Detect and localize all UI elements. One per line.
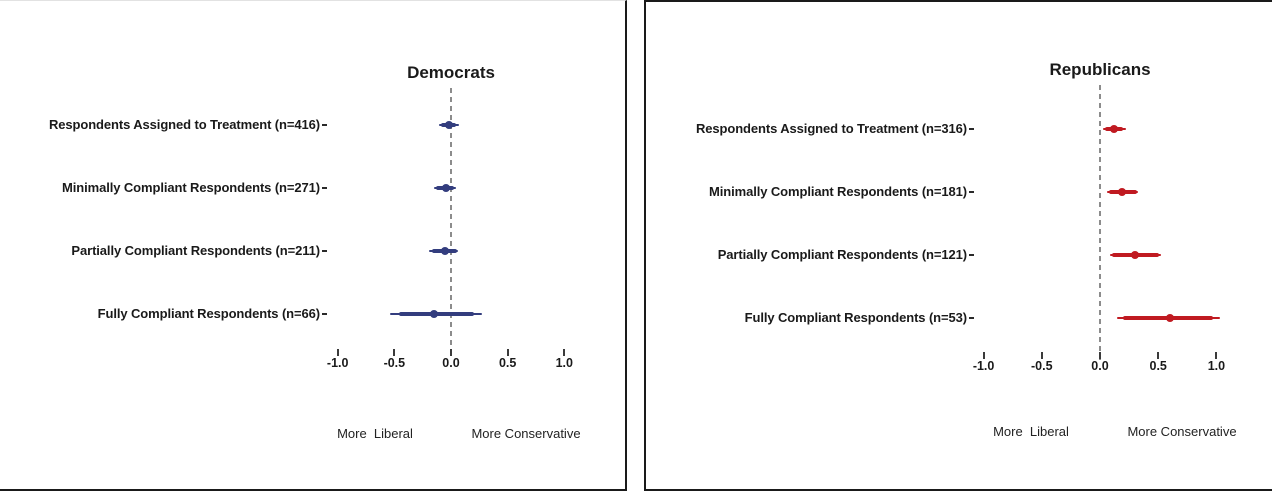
x-axis-tick xyxy=(336,349,339,356)
estimate-point xyxy=(1165,314,1174,322)
row-label: Minimally Compliant Respondents (n=181) xyxy=(709,184,967,199)
x-axis-tick xyxy=(450,349,452,356)
y-axis-tick xyxy=(322,124,327,126)
estimate-point xyxy=(442,184,451,192)
axis-annotation-liberal: More Liberal xyxy=(993,424,1069,439)
x-axis-tick xyxy=(982,352,985,359)
x-axis-tick xyxy=(1040,352,1043,359)
x-axis-tick xyxy=(1099,352,1101,359)
estimate-point xyxy=(1109,125,1118,133)
x-axis-tick-label: -0.5 xyxy=(383,356,406,370)
row-label: Respondents Assigned to Treatment (n=416… xyxy=(48,117,320,132)
x-axis-tick-label: 1.0 xyxy=(1207,359,1226,373)
x-axis-tick-label: 1.0 xyxy=(555,356,573,370)
row-label: Partially Compliant Respondents (n=121) xyxy=(717,247,967,262)
x-axis-tick-label: 0.0 xyxy=(1091,359,1109,373)
x-axis-tick-label: 0.5 xyxy=(1149,359,1167,373)
panel-democrats: Democrats -1.0 -0.5 0.0 0.5 1.0 Respondents A… xyxy=(0,0,627,491)
x-axis-tick xyxy=(563,349,566,356)
estimate-point xyxy=(430,310,438,318)
y-axis-tick xyxy=(969,128,974,130)
estimate-point xyxy=(1130,251,1139,259)
axis-annotation-conservative: More Conservative xyxy=(1127,424,1237,439)
row-label: Fully Compliant Respondents (n=66) xyxy=(97,306,320,321)
x-axis-tick xyxy=(393,349,396,356)
estimate-point xyxy=(1118,188,1127,196)
y-axis-tick xyxy=(969,254,974,256)
x-axis-tick-label: -0.5 xyxy=(1031,359,1053,373)
x-axis-tick-label: -1.0 xyxy=(326,356,349,370)
panel-republicans: Republicans -1.0 -0.5 0.0 0.5 1.0 Respondents… xyxy=(644,0,1272,491)
x-axis-tick xyxy=(506,349,509,356)
estimate-point xyxy=(444,121,453,129)
zero-reference-line xyxy=(1099,85,1101,362)
x-axis-tick xyxy=(1215,352,1218,359)
x-axis-tick-label: 0.0 xyxy=(442,356,460,370)
zero-reference-line xyxy=(450,88,452,358)
row-label: Partially Compliant Respondents (n=211) xyxy=(71,243,320,258)
row-label: Fully Compliant Respondents (n=53) xyxy=(744,310,967,325)
estimate-point xyxy=(441,247,450,255)
y-axis-tick xyxy=(969,191,974,193)
axis-annotation-liberal: More Liberal xyxy=(337,426,413,441)
y-axis-tick xyxy=(322,250,327,252)
x-axis-tick xyxy=(1157,352,1160,359)
row-label: Respondents Assigned to Treatment (n=316… xyxy=(695,121,967,136)
panel-title-republicans: Republicans xyxy=(1049,60,1151,79)
x-axis-tick-label: -1.0 xyxy=(972,359,995,373)
y-axis-tick xyxy=(969,317,974,319)
y-axis-tick xyxy=(322,313,327,315)
axis-annotation-conservative: More Conservative xyxy=(471,426,581,441)
row-label: Minimally Compliant Respondents (n=271) xyxy=(62,180,320,195)
panel-title-democrats: Democrats xyxy=(407,63,495,82)
x-axis-tick-label: 0.5 xyxy=(498,356,517,370)
y-axis-tick xyxy=(322,187,327,189)
